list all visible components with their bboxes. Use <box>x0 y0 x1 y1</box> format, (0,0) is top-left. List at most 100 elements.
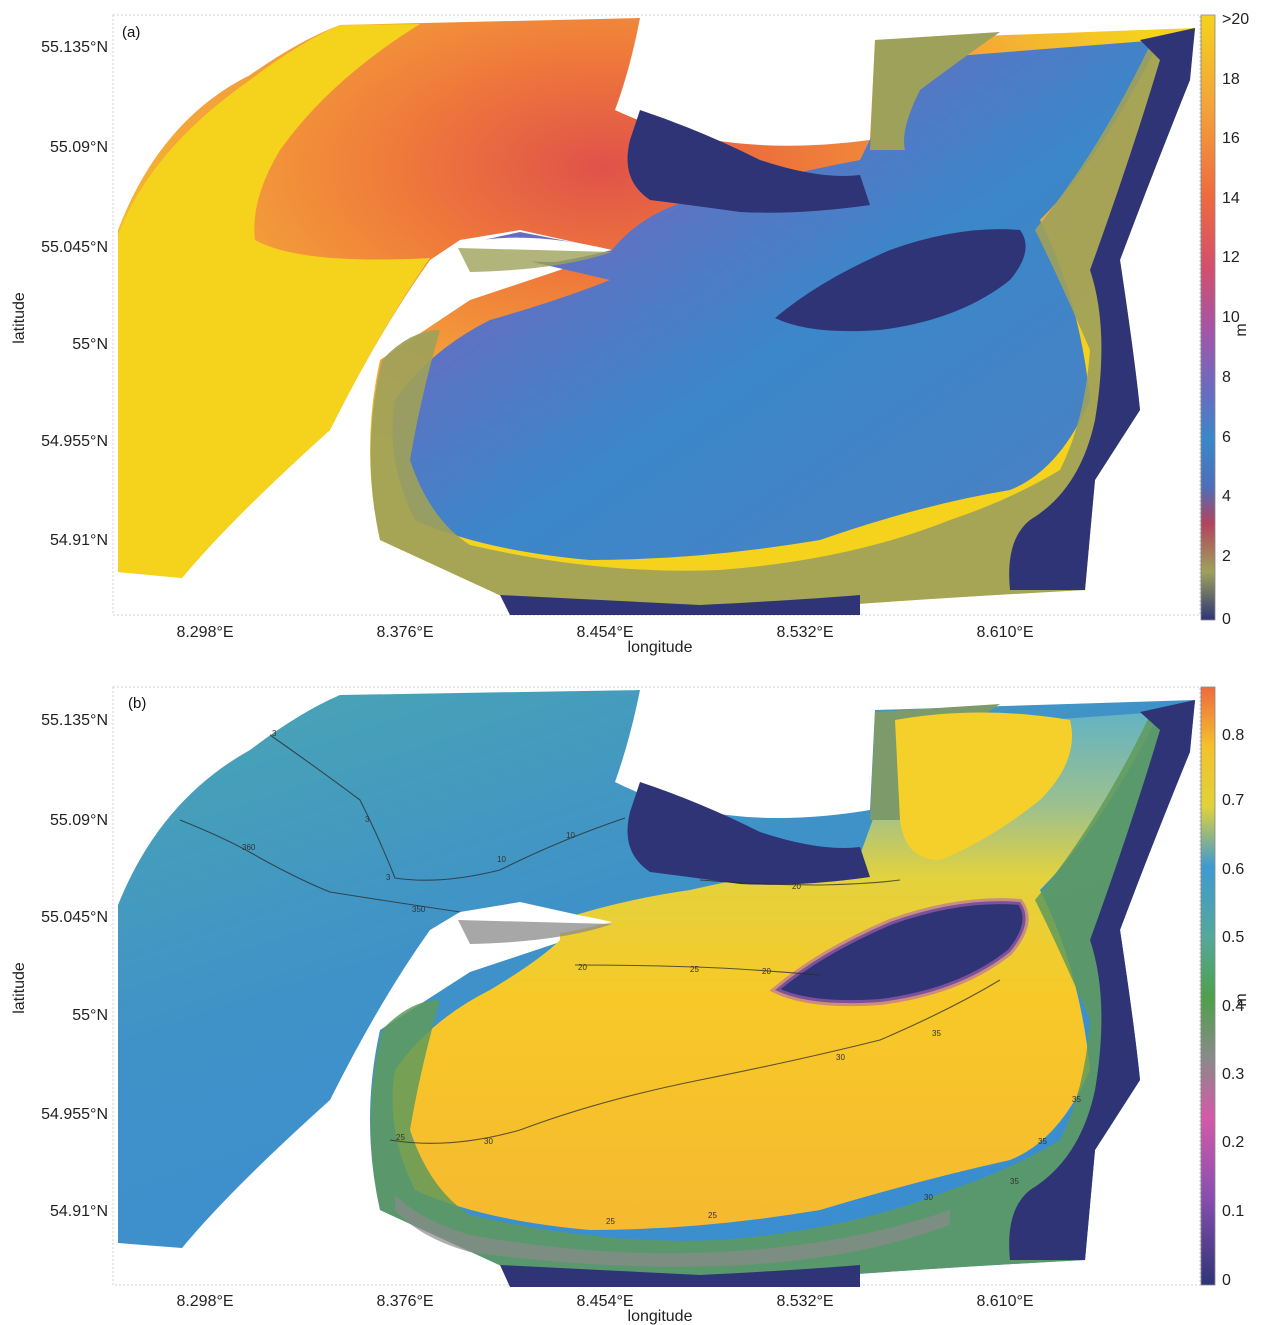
panel-b-contour-label: 20 <box>792 882 801 891</box>
panel-b-contour-label: 35 <box>1010 1177 1019 1186</box>
panel-b-cbar-tick: 0.1 <box>1222 1203 1244 1220</box>
panel-b-cbar-tick: 0 <box>1222 1272 1231 1289</box>
panel-b-contour-label: 360 <box>242 843 256 852</box>
panel-b-contour-label: 25 <box>396 1133 405 1142</box>
panel-b-dry-land-east <box>1009 700 1195 1260</box>
panel-a-basin-channels <box>392 40 1160 560</box>
panel-b-contour <box>389 979 1001 1144</box>
panel-a-y-axis-label: latitude <box>11 292 28 344</box>
panel-a-x-tick: 8.532°E <box>776 624 833 641</box>
panel-b-island <box>769 898 1029 1007</box>
panel-b-cbar-tick: 0.7 <box>1222 792 1244 809</box>
panel-b-label: (b) <box>128 695 146 712</box>
panel-a-y-ticks: 55.135°N 55.09°N 55.045°N 55°N 54.955°N … <box>41 39 108 549</box>
panel-b-contour-label: 35 <box>1072 1095 1081 1104</box>
panel-b-contour-label: 30 <box>924 1193 933 1202</box>
panel-b-x-tick: 8.532°E <box>776 1293 833 1310</box>
panel-a-deep-water <box>118 24 430 578</box>
panel-b-x-tick: 8.298°E <box>176 1293 233 1310</box>
panel-b-colorbar-ticks: 0.8 0.7 0.6 0.5 0.4 0.3 0.2 0.1 0 <box>1222 727 1244 1289</box>
panel-b-contour <box>269 734 626 881</box>
panel-b-contour-label: 30 <box>484 1137 493 1146</box>
panel-b-contour-label: 25 <box>708 1211 717 1220</box>
panel-b-x-tick: 8.610°E <box>976 1293 1033 1310</box>
panel-a-y-tick: 54.955°N <box>41 433 108 450</box>
panel-b-contour-label: 30 <box>836 1053 845 1062</box>
panel-b-contour-label: 3 <box>386 873 391 882</box>
panel-b-cbar-tick: 0.8 <box>1222 727 1244 744</box>
panel-a-cbar-tick: 2 <box>1222 548 1231 565</box>
panel-b-y-tick: 55.045°N <box>41 909 108 926</box>
panel-a-north-flat <box>870 32 1000 150</box>
panel-b-cbar-tick: 0.5 <box>1222 929 1244 946</box>
panel-a-x-tick: 8.610°E <box>976 624 1033 641</box>
panel-b-tidal-flats <box>370 702 1195 1282</box>
panel-a: 55.135°N 55.09°N 55.045°N 55°N 54.955°N … <box>11 11 1250 656</box>
panel-a-y-tick: 55°N <box>72 336 108 353</box>
panel-b-contour-label: 35 <box>1038 1137 1047 1146</box>
panel-b-contour-label: 20 <box>578 963 587 972</box>
panel-a-colorbar-unit: m <box>1233 323 1250 336</box>
panel-a-island <box>775 229 1026 332</box>
panel-a-cbar-tick: >20 <box>1222 11 1249 28</box>
panel-b-tidal-flats-grey <box>395 1195 950 1267</box>
panel-b-y-tick: 54.91°N <box>50 1203 108 1220</box>
panel-a-dry-land-north <box>627 110 870 213</box>
panel-b-contour <box>574 964 821 976</box>
panel-b-x-tick: 8.376°E <box>376 1293 433 1310</box>
panel-b-contour-lines <box>179 734 1001 1144</box>
panel-a-x-tick: 8.454°E <box>576 624 633 641</box>
panel-a-dry-land-east <box>1009 28 1195 590</box>
panel-a-cbar-tick: 16 <box>1222 130 1240 147</box>
panel-a-cbar-tick: 6 <box>1222 429 1231 446</box>
panel-b-cbar-tick: 0.4 <box>1222 998 1244 1015</box>
panel-a-cbar-tick: 14 <box>1222 190 1240 207</box>
panel-a-cbar-tick: 8 <box>1222 369 1231 386</box>
panel-a-y-tick: 55.045°N <box>41 239 108 256</box>
panel-b-y-tick: 55.135°N <box>41 712 108 729</box>
panel-a-spit <box>458 248 612 272</box>
panel-b-contour <box>179 819 461 913</box>
panel-a-cbar-tick: 12 <box>1222 249 1240 266</box>
panel-a-colorbar <box>1200 14 1216 621</box>
panel-b-y-axis-label: latitude <box>11 962 28 1014</box>
panel-a-cbar-tick: 4 <box>1222 488 1231 505</box>
panel-a-colorbar-ticks: >20 18 16 14 12 10 8 6 4 2 0 <box>1222 11 1249 628</box>
panel-a-y-tick: 55.135°N <box>41 39 108 56</box>
panel-b-colorbar <box>1200 686 1216 1286</box>
panel-b-contour-label: 350 <box>412 905 426 914</box>
panel-b: 3 3 360 350 3 10 10 20 20 25 20 35 30 30… <box>11 686 1250 1325</box>
panel-a-cbar-tick: 18 <box>1222 71 1240 88</box>
panel-a-x-axis-label: longitude <box>628 639 693 656</box>
panel-a-x-ticks: 8.298°E 8.376°E 8.454°E 8.532°E 8.610°E <box>176 624 1033 641</box>
panel-a-tidal-flats <box>370 30 1195 612</box>
panel-a-label: (a) <box>122 24 140 41</box>
panel-b-contour-label: 20 <box>762 967 771 976</box>
panel-b-contour-label: 35 <box>932 1029 941 1038</box>
panel-b-colorbar-unit: m <box>1233 993 1250 1006</box>
panel-b-contour-label: 25 <box>606 1217 615 1226</box>
panel-b-contour-label: 25 <box>690 965 699 974</box>
panel-a-y-tick: 55.09°N <box>50 139 108 156</box>
panel-b-contour <box>699 879 901 886</box>
panel-a-x-tick: 8.298°E <box>176 624 233 641</box>
panel-b-contour-label: 10 <box>566 831 575 840</box>
panel-a-cbar-tick: 0 <box>1222 611 1231 628</box>
panel-b-contour-label: 3 <box>272 729 277 738</box>
panel-b-cbar-tick: 0.3 <box>1222 1066 1244 1083</box>
panel-b-y-tick: 54.955°N <box>41 1106 108 1123</box>
panel-b-contour-labels: 3 3 360 350 3 10 10 20 20 25 20 35 30 30… <box>242 729 1081 1226</box>
panel-b-dry-land-south <box>500 1265 860 1287</box>
panel-b-y-tick: 55.09°N <box>50 812 108 829</box>
panel-b-y-tick: 55°N <box>72 1007 108 1024</box>
panel-a-cbar-tick: 10 <box>1222 309 1240 326</box>
panel-b-spit <box>458 920 612 944</box>
panel-a-y-tick: 54.91°N <box>50 532 108 549</box>
panel-a-axes-frame <box>112 14 1201 616</box>
panel-b-contour-label: 3 <box>365 815 370 824</box>
panel-b-x-axis-label: longitude <box>628 1308 693 1325</box>
panel-b-cbar-tick: 0.2 <box>1222 1134 1244 1151</box>
panel-b-x-tick: 8.454°E <box>576 1293 633 1310</box>
panel-a-dry-land-south <box>500 595 860 615</box>
